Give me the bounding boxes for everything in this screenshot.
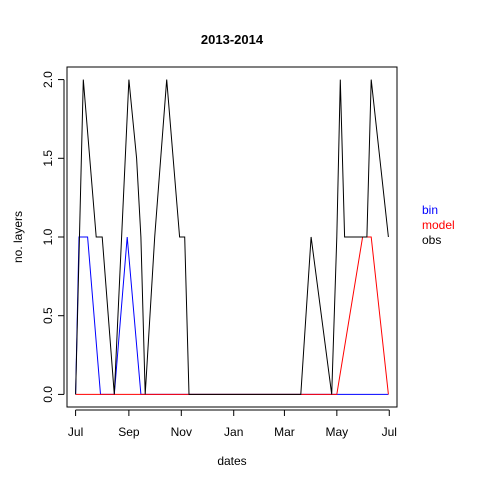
x-tick-label: Jul xyxy=(68,425,83,439)
y-tick-label: 1.5 xyxy=(41,150,55,167)
legend-entry-obs: obs xyxy=(422,233,441,247)
x-tick-label: Sep xyxy=(118,425,140,439)
series-line-model xyxy=(75,236,389,395)
y-axis-label: no. layers xyxy=(11,211,25,263)
x-tick-label: Nov xyxy=(171,425,192,439)
x-tick-label: Jan xyxy=(224,425,243,439)
x-axis: Jul Sep Nov Jan Mar May Jul xyxy=(68,409,397,439)
x-axis-label: dates xyxy=(217,454,246,468)
x-tick-label: Mar xyxy=(274,425,295,439)
y-axis: 0.0 0.5 1.0 1.5 2.0 xyxy=(41,71,65,403)
series-layer xyxy=(75,79,389,395)
x-tick-label: May xyxy=(326,425,349,439)
x-tick-label: Jul xyxy=(382,425,397,439)
y-tick-label: 2.0 xyxy=(41,71,55,88)
plot-area-frame xyxy=(66,66,398,408)
y-tick-label: 0.5 xyxy=(41,307,55,324)
legend-entry-model: model xyxy=(422,218,455,232)
y-tick-label: 1.0 xyxy=(41,228,55,245)
legend-entry-bin: bin xyxy=(422,203,438,217)
series-line-bin xyxy=(75,236,389,395)
y-tick-label: 0.0 xyxy=(41,386,55,403)
chart-title: 2013-2014 xyxy=(201,32,264,47)
series-line-obs xyxy=(75,79,389,395)
